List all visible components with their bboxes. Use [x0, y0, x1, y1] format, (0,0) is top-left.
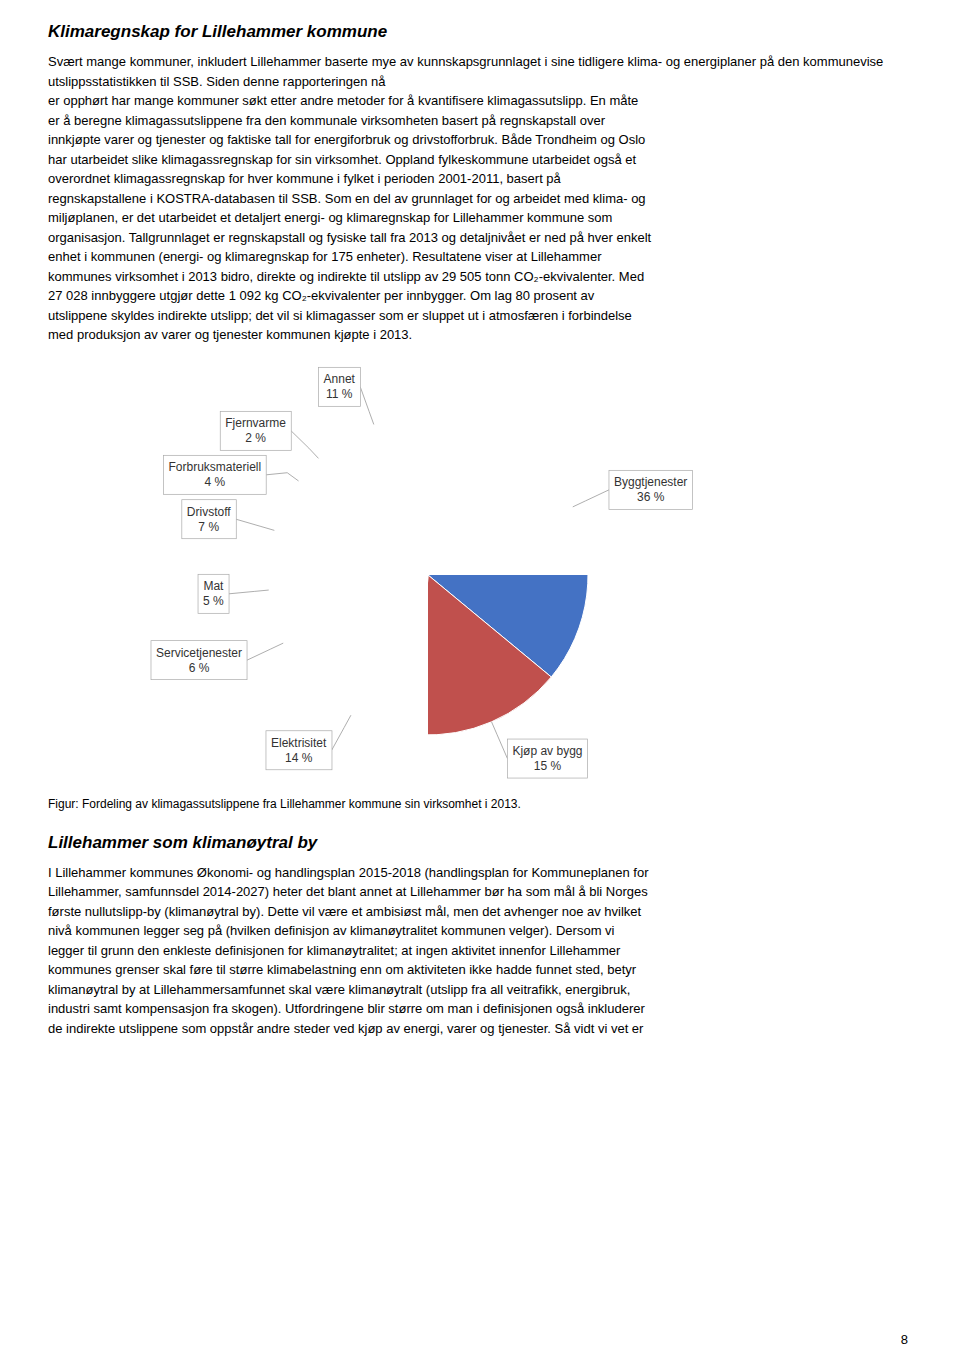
body-line: Lillehammer, samfunnsdel 2014-2027) hete…	[48, 882, 912, 902]
pie-slice	[428, 575, 551, 735]
body-line: legger til grunn den enkleste definisjon…	[48, 941, 912, 961]
data-label: Byggtjenester36 %	[609, 470, 692, 509]
leader-line	[266, 472, 298, 480]
label-text: Byggtjenester36 %	[614, 475, 687, 504]
data-label: Kjøp av bygg15 %	[507, 739, 587, 778]
section-title: Lillehammer som klimanøytral by	[48, 833, 912, 853]
pie	[428, 575, 588, 735]
value-label: 7 %	[198, 519, 219, 533]
body-line: med produksjon av varer og tjenester kom…	[48, 325, 912, 345]
body-line: kommunes grenser skal føre til større kl…	[48, 960, 912, 980]
leader-line	[492, 721, 508, 758]
body-line: utslippene skyldes indirekte utslipp; de…	[48, 306, 912, 326]
label-text: Kjøp av bygg15 %	[512, 744, 582, 773]
label-text: Fjernvarme2 %	[225, 416, 286, 445]
category-label: Mat	[203, 579, 224, 593]
data-label: Drivstoff7 %	[182, 499, 236, 538]
data-label: Fjernvarme2 %	[220, 411, 291, 450]
body-text: I Lillehammer kommunes Økonomi- og handl…	[48, 863, 912, 1039]
body-line: organisasjon. Tallgrunnlaget er regnskap…	[48, 228, 912, 248]
body-line: I Lillehammer kommunes Økonomi- og handl…	[48, 863, 912, 883]
value-label: 2 %	[245, 431, 266, 445]
label-text: Drivstoff7 %	[187, 504, 231, 533]
category-label: Kjøp av bygg	[512, 744, 582, 758]
label-box	[609, 470, 692, 509]
body-line: 27 028 innbyggere utgjør dette 1 092 kg …	[48, 286, 912, 306]
body-line: innkjøpte varer og tjenester og faktiske…	[48, 130, 912, 150]
body-line: første nullutslipp-by (klimanøytral by).…	[48, 902, 912, 922]
label-box	[151, 640, 247, 679]
leader-line	[332, 715, 351, 750]
value-label: 15 %	[534, 759, 562, 773]
category-label: Elektrisitet	[271, 735, 327, 749]
value-label: 4 %	[205, 475, 226, 489]
body-line: kommunes virksomhet i 2013 bidro, direkt…	[48, 267, 912, 287]
data-label: Forbruksmateriell4 %	[163, 455, 266, 494]
data-label: Servicetjenester6 %	[151, 640, 247, 679]
label-box	[507, 739, 587, 778]
label-text: Servicetjenester6 %	[156, 645, 242, 674]
data-labels: Byggtjenester36 % Kjøp av bygg15 % Elektri…	[151, 367, 692, 778]
data-label: Annet11 %	[319, 367, 361, 406]
body-line: regnskapstallene i KOSTRA-databasen til …	[48, 189, 912, 209]
data-label: Elektrisitet14 %	[266, 730, 332, 769]
category-label: Drivstoff	[187, 504, 231, 518]
label-box	[266, 730, 332, 769]
category-label: Fjernvarme	[225, 416, 286, 430]
body-line: industri samt kompensasjon fra skogen). …	[48, 999, 912, 1019]
leader-line	[229, 590, 269, 594]
body-line: klimanøytral by at Lillehammersamfunnet …	[48, 980, 912, 1000]
body-line: er opphørt har mange kommuner søkt etter…	[48, 91, 912, 111]
value-label: 6 %	[189, 660, 210, 674]
label-text: Elektrisitet14 %	[271, 735, 327, 764]
label-box	[182, 499, 236, 538]
category-label: Annet	[324, 372, 356, 386]
body-line: miljøplanen, er det utarbeidet et detalj…	[48, 208, 912, 228]
leader-line	[360, 386, 374, 424]
value-label: 5 %	[203, 594, 224, 608]
body-line: enhet i kommunen (energi- og klimaregnsk…	[48, 247, 912, 267]
body-line: er å beregne klimagassutslippene fra den…	[48, 111, 912, 131]
label-text: Annet11 %	[324, 372, 356, 401]
label-text: Forbruksmateriell4 %	[168, 460, 261, 489]
leader-line	[291, 430, 318, 458]
chart-title: Figur: Fordeling av klimagassutslippene …	[48, 797, 912, 811]
page-number: 8	[901, 1332, 908, 1347]
category-label: Byggtjenester	[614, 475, 687, 489]
label-text: Mat5 %	[203, 579, 224, 608]
label-box	[319, 367, 361, 406]
label-box	[163, 455, 266, 494]
data-label: Mat5 %	[198, 574, 229, 613]
section-title: Klimaregnskap for Lillehammer kommune	[48, 22, 912, 42]
body-line: overordnet klimagassregnskap for hver ko…	[48, 169, 912, 189]
label-box	[198, 574, 229, 613]
body-line: Svært mange kommuner, inkludert Lilleham…	[48, 52, 912, 91]
leader-line	[236, 519, 274, 530]
value-label: 14 %	[285, 750, 313, 764]
body-line: har utarbeidet slike klimagassregnskap f…	[48, 150, 912, 170]
value-label: 36 %	[637, 490, 665, 504]
category-label: Forbruksmateriell	[168, 460, 261, 474]
chart: Byggtjenester36 % Kjøp av bygg15 % Elektri…	[48, 353, 912, 793]
leader-line	[573, 489, 609, 506]
leader-line	[247, 643, 283, 660]
value-label: 11 %	[326, 387, 353, 401]
body-line: de indirekte utslippene som oppstår andr…	[48, 1019, 912, 1039]
body-line: nivå kommunen legger seg på (hvilken def…	[48, 921, 912, 941]
category-label: Servicetjenester	[156, 645, 242, 659]
body-text: Svært mange kommuner, inkludert Lilleham…	[48, 52, 912, 345]
label-box	[220, 411, 291, 450]
